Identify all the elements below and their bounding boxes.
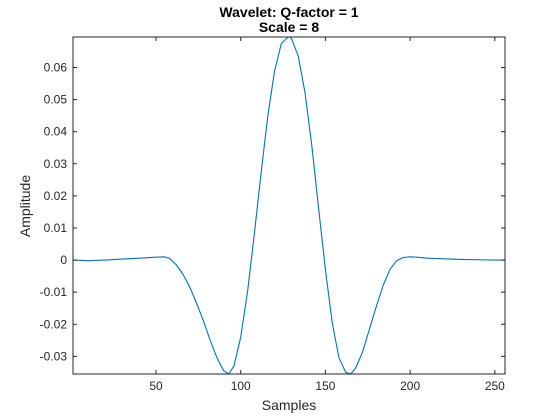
x-tick-label-3: 200 bbox=[400, 379, 420, 393]
x-ticks: 50 100 150 200 250 bbox=[149, 37, 505, 393]
y-ticks: -0.03 -0.02 -0.01 0 0.01 0.02 0.03 0.04 0.05 0.06 bbox=[40, 60, 505, 363]
y-tick-label-3: 0 bbox=[60, 253, 67, 267]
y-tick-label-8: 0.05 bbox=[44, 93, 68, 107]
x-tick-label-4: 250 bbox=[485, 379, 505, 393]
y-tick-label-4: 0.01 bbox=[44, 221, 68, 235]
x-tick-label-1: 100 bbox=[231, 379, 251, 393]
x-axis-label: Samples bbox=[262, 397, 316, 413]
chart-title: Wavelet: Q-factor = 1 bbox=[219, 4, 358, 20]
chart-subtitle: Scale = 8 bbox=[259, 19, 320, 35]
y-axis-label: Amplitude bbox=[17, 175, 33, 237]
x-tick-label-0: 50 bbox=[149, 379, 163, 393]
y-tick-label-0: -0.03 bbox=[40, 349, 68, 363]
y-tick-label-1: -0.02 bbox=[40, 317, 68, 331]
plot-area bbox=[73, 37, 505, 374]
y-tick-label-2: -0.01 bbox=[40, 285, 68, 299]
axes-layer bbox=[72, 36, 506, 375]
y-tick-label-7: 0.04 bbox=[44, 125, 68, 139]
y-tick-label-6: 0.03 bbox=[44, 157, 68, 171]
x-tick-label-2: 150 bbox=[315, 379, 335, 393]
axes-box bbox=[72, 36, 506, 375]
y-tick-label-5: 0.02 bbox=[44, 189, 68, 203]
y-tick-label-9: 0.06 bbox=[44, 60, 68, 74]
